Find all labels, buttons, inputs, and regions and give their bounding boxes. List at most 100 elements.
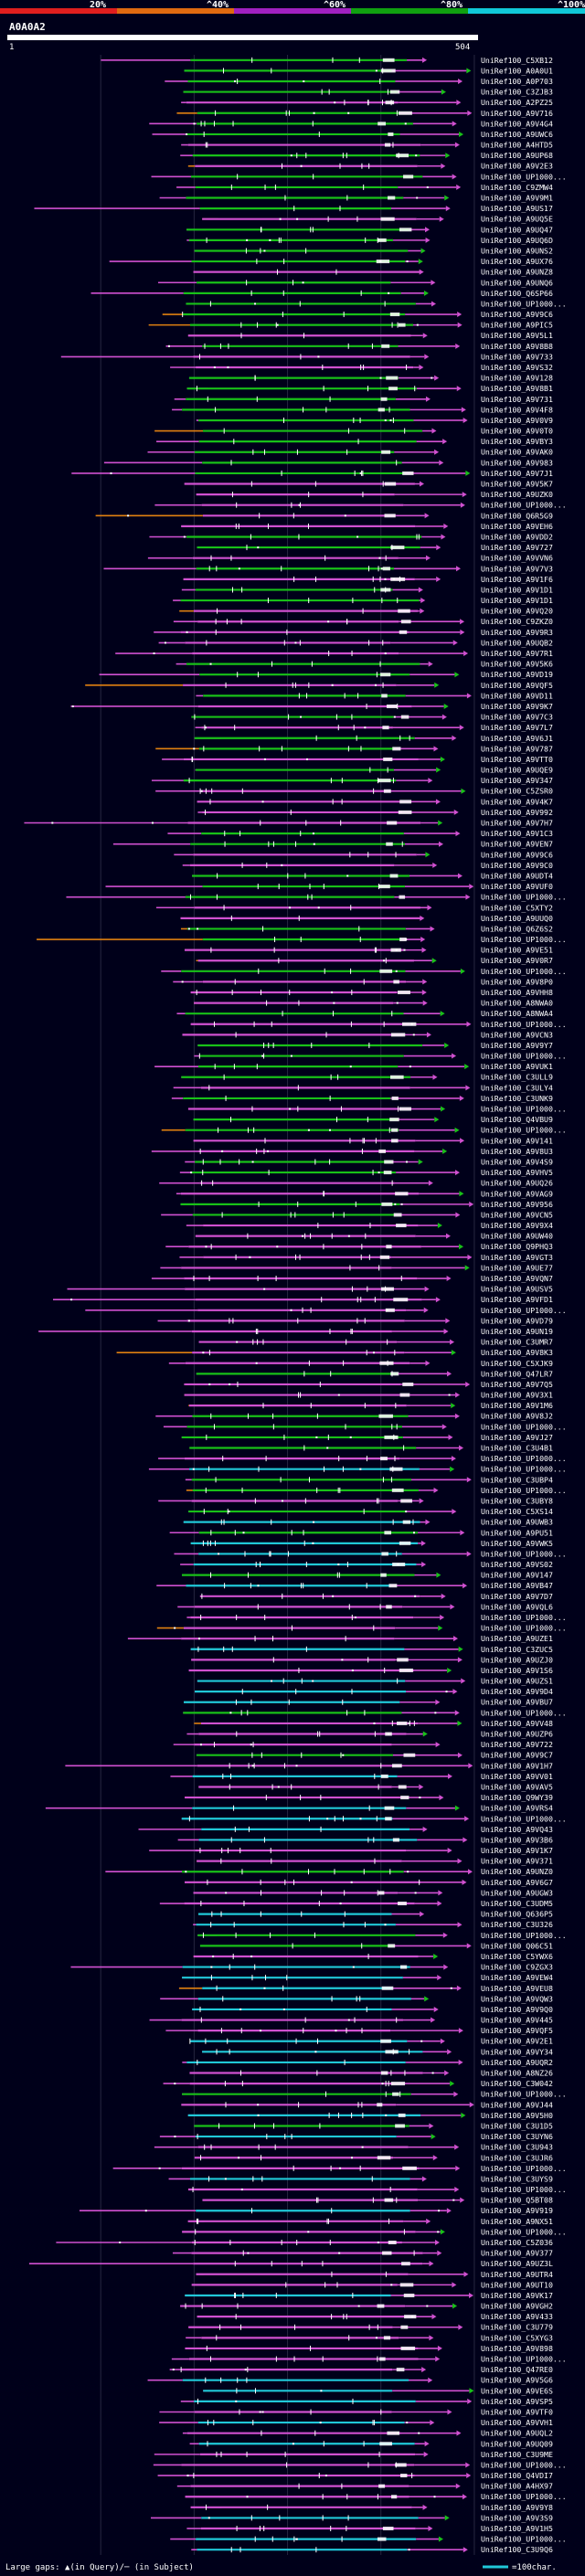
footer: Large gaps: ▲(in Query)/─ (in Subject) =… bbox=[5, 2563, 557, 2572]
hit-arrow bbox=[420, 1540, 426, 1546]
hit-arrow bbox=[422, 333, 428, 339]
hit-label: UniRef100_C3UDM5 bbox=[481, 1899, 553, 1908]
hit-row bbox=[183, 1710, 460, 1716]
legend-segment bbox=[117, 8, 234, 14]
hit-arrow bbox=[455, 566, 461, 572]
hit-arrow bbox=[451, 1456, 456, 1462]
gap-dot bbox=[183, 535, 186, 538]
hit-box bbox=[377, 2537, 387, 2541]
hit-arrow bbox=[425, 1360, 431, 1366]
gap-dot bbox=[426, 186, 429, 188]
hit-row bbox=[196, 417, 468, 423]
hit-box bbox=[384, 2198, 394, 2202]
hit-label: UniRef100_A9V5K7 bbox=[481, 480, 553, 489]
hit-row bbox=[176, 661, 433, 667]
gap-dot bbox=[347, 2019, 350, 2021]
hit-label: UniRef100_A4HX97 bbox=[481, 2482, 553, 2491]
gap-dot bbox=[315, 1436, 318, 1438]
gap-dot bbox=[193, 747, 196, 750]
gap-dot bbox=[212, 1955, 215, 1957]
hit-label: UniRef100_A9V727 bbox=[481, 543, 553, 552]
hit-arrow bbox=[450, 1466, 455, 1472]
gap-dot bbox=[335, 2030, 337, 2032]
hit-row bbox=[156, 439, 448, 445]
gap-dot bbox=[257, 546, 260, 549]
hit-box bbox=[403, 2293, 415, 2297]
hit-label: UniRef100_A9V9Y7 bbox=[481, 1041, 553, 1050]
gap-dot bbox=[375, 69, 378, 72]
hit-label: UniRef100_Q5BT08 bbox=[481, 2196, 553, 2205]
hit-box bbox=[400, 1796, 410, 1800]
hit-box bbox=[398, 111, 412, 115]
hit-arrow bbox=[454, 1805, 460, 1811]
hit-label: UniRef100_A9UZK0 bbox=[481, 490, 553, 499]
hit-box bbox=[380, 397, 388, 401]
query-title: A0A0A2 bbox=[9, 21, 46, 33]
hit-row bbox=[184, 1699, 441, 1705]
gap-dot bbox=[431, 2072, 434, 2074]
hit-arrow bbox=[466, 2473, 472, 2479]
hit-row bbox=[148, 322, 463, 328]
hit-arrow bbox=[437, 2345, 442, 2351]
hit-row bbox=[182, 2091, 459, 2097]
hit-row bbox=[185, 1477, 472, 1483]
hit-label: UniRef100_C5XJK9 bbox=[481, 1359, 553, 1368]
hit-box bbox=[390, 546, 405, 550]
gap-dot bbox=[312, 1680, 314, 1682]
hit-box bbox=[380, 2039, 391, 2043]
hit-box bbox=[389, 1075, 404, 1079]
hit-row bbox=[188, 1509, 457, 1515]
hit-arrow bbox=[464, 1265, 470, 1271]
gap-dot bbox=[236, 1341, 239, 1343]
hit-row bbox=[157, 280, 436, 286]
hit-label: UniRef100_A9VGT3 bbox=[481, 1253, 553, 1262]
hit-row bbox=[182, 2059, 463, 2065]
gap-dot bbox=[261, 2411, 264, 2413]
hit-arrow bbox=[434, 2240, 440, 2245]
hit-label: UniRef100_A9VDD2 bbox=[481, 532, 553, 541]
hit-arrow bbox=[419, 1498, 424, 1504]
hit-label: UniRef100_A9VEN7 bbox=[481, 840, 553, 849]
hit-row bbox=[197, 1678, 466, 1684]
hit-label: UniRef100_Q6Z6S2 bbox=[481, 924, 553, 933]
hit-box bbox=[386, 376, 399, 380]
hit-label: UniRef100_A9VV48 bbox=[481, 1719, 553, 1728]
hit-box bbox=[378, 2484, 386, 2488]
hit-row bbox=[179, 1254, 473, 1260]
hit-box bbox=[377, 2304, 385, 2308]
hit-row bbox=[159, 2420, 435, 2426]
hit-row bbox=[181, 1816, 470, 1822]
gap-dot bbox=[303, 80, 305, 82]
gap-dot bbox=[307, 1129, 310, 1131]
hit-arrow bbox=[440, 2038, 445, 2044]
hit-label: UniRef100_A9UQL2 bbox=[481, 2429, 553, 2438]
gap-dot bbox=[437, 2231, 440, 2233]
hit-arrow bbox=[459, 1244, 464, 1250]
gap-dot bbox=[300, 164, 303, 167]
gap-dot bbox=[306, 758, 309, 760]
hit-label: UniRef100_A9V147 bbox=[481, 1571, 553, 1580]
hit-label: UniRef100_C3UJR6 bbox=[481, 2153, 553, 2162]
gap-dot bbox=[326, 1818, 329, 1820]
gap-dot bbox=[359, 1818, 362, 1820]
hit-label: UniRef100_A9V992 bbox=[481, 808, 553, 817]
hit-row bbox=[186, 1487, 439, 1493]
gap-dot bbox=[409, 1065, 411, 1068]
hit-arrow bbox=[463, 2271, 469, 2277]
hit-row bbox=[188, 2324, 463, 2330]
hit-label: UniRef100_A9VD19 bbox=[481, 670, 553, 679]
hit-box bbox=[392, 747, 401, 751]
hit-label: UniRef100_UP1000... bbox=[481, 2090, 567, 2099]
hit-arrow bbox=[420, 248, 426, 254]
hit-label: UniRef100_Q06C51 bbox=[481, 1941, 553, 1950]
hit-label: UniRef100_A9VGH2 bbox=[481, 2302, 553, 2311]
gap-dot bbox=[210, 1966, 213, 1968]
gap-dot bbox=[302, 281, 304, 284]
hit-row bbox=[189, 2038, 445, 2044]
hit-box bbox=[384, 1531, 392, 1535]
hit-label: UniRef100_A9VEW4 bbox=[481, 1973, 553, 1982]
hit-row bbox=[158, 1498, 424, 1504]
hit-label: UniRef100_A8NWA0 bbox=[481, 999, 553, 1008]
gap-dot bbox=[279, 217, 282, 220]
gap-dot bbox=[158, 2167, 161, 2169]
